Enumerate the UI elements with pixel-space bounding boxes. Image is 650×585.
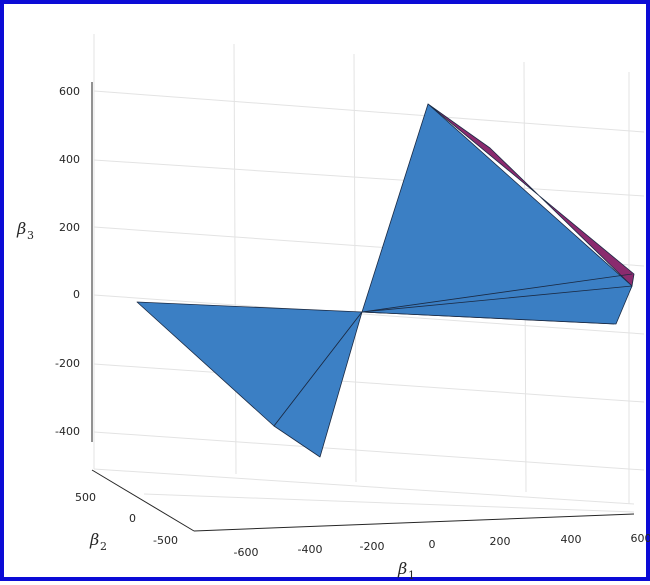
- z-axis-label-subscript: 3: [27, 229, 34, 242]
- y-axis-line: [92, 470, 194, 531]
- z-tick-label: 200: [59, 221, 80, 234]
- x-tick-label: -200: [360, 540, 385, 553]
- gridline-z-400: [94, 160, 644, 196]
- surface: [137, 104, 634, 457]
- x-tick-label: -400: [298, 543, 323, 556]
- gridline-z-neg400: [94, 432, 644, 470]
- x-axis-label-subscript: 1: [408, 569, 415, 582]
- y-axis-label-subscript: 2: [100, 540, 107, 553]
- x-ticks: -600 -400 -200 0 200 400 600: [234, 532, 650, 559]
- z-tick-label: -400: [55, 425, 80, 438]
- x-axis-label: β 1: [397, 559, 415, 582]
- z-tick-label: -200: [55, 357, 80, 370]
- gridline-z-neg200: [94, 364, 644, 402]
- x-tick-label: 0: [429, 538, 436, 551]
- x-axis-line: [194, 514, 634, 531]
- x-axis-label-symbol: β: [397, 559, 407, 578]
- y-axis-label: β 2: [89, 530, 107, 553]
- x-tick-label: 600: [631, 532, 650, 545]
- z-tick-label: 400: [59, 153, 80, 166]
- floor-grid-back: [94, 469, 634, 504]
- z-axis-label: β 3: [16, 219, 34, 242]
- y-axis-label-symbol: β: [89, 530, 99, 549]
- surface-chart: 600 400 200 0 -200 -400 500 0 -500 -600 …: [4, 4, 650, 585]
- floor-grid-mid: [144, 494, 634, 512]
- y-tick-label: 500: [75, 491, 96, 504]
- y-tick-label: 0: [129, 512, 136, 525]
- z-tick-label: 0: [73, 288, 80, 301]
- x-tick-label: 200: [490, 535, 511, 548]
- z-ticks: 600 400 200 0 -200 -400: [55, 85, 80, 438]
- gridline-vertical-2: [354, 54, 356, 482]
- x-tick-label: 400: [561, 533, 582, 546]
- x-tick-label: -600: [234, 546, 259, 559]
- z-tick-label: 600: [59, 85, 80, 98]
- gridline-vertical-1: [234, 44, 236, 474]
- gridline-z-600: [94, 91, 644, 132]
- y-tick-label: -500: [153, 534, 178, 547]
- z-axis-label-symbol: β: [16, 219, 26, 238]
